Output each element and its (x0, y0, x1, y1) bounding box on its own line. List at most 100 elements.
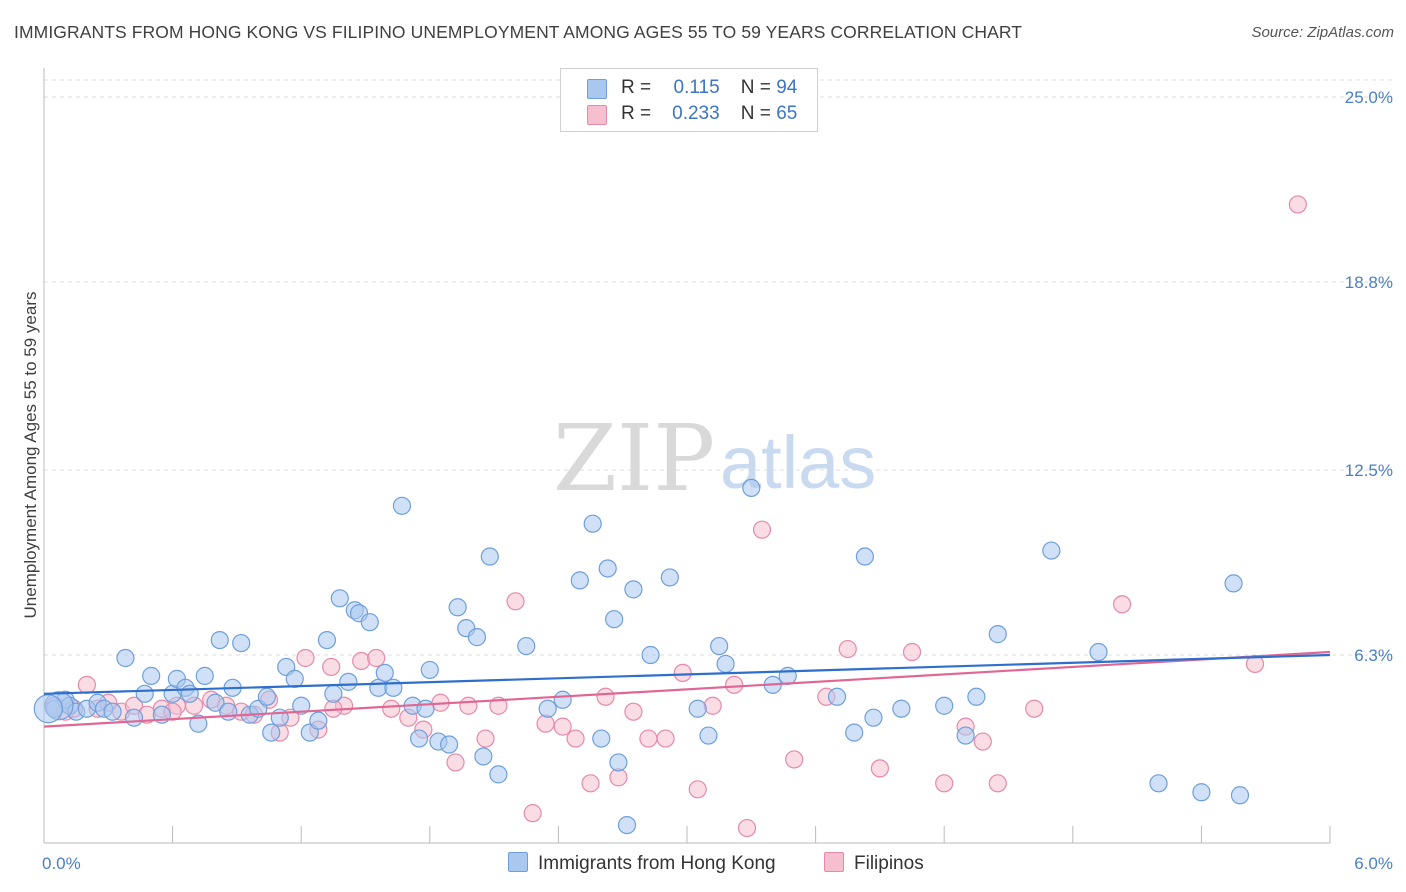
hong-kong-point (716, 654, 735, 674)
hong-kong-point (317, 630, 337, 650)
filipinos-point (973, 732, 992, 751)
hong-kong-point (232, 633, 251, 653)
filipinos-point (382, 699, 401, 718)
hong-kong-point (467, 628, 487, 647)
filipinos-point (656, 729, 675, 748)
legend-row-text: R = 0.115 N = 94 (621, 77, 797, 99)
hong-kong-point (416, 699, 435, 718)
filipinos-point (446, 753, 465, 772)
hong-kong-point (592, 729, 611, 748)
filipinos-point (77, 675, 96, 694)
legend-r-value: 0.115 (673, 77, 720, 98)
hong-kong-point (339, 672, 358, 691)
hong-kong-point (474, 747, 493, 766)
hong-kong-point (360, 613, 379, 632)
filipinos-point (367, 648, 386, 668)
hong-kong-point (375, 663, 394, 683)
hong-kong-point (609, 753, 628, 772)
bottom-legend-label: Filipinos (854, 853, 924, 874)
hong-kong-point (189, 714, 208, 733)
filipinos-point (988, 774, 1007, 793)
hong-kong-point (195, 666, 214, 685)
pink-swatch-icon (824, 852, 844, 872)
filipinos-point (296, 648, 315, 668)
filipinos-point (566, 729, 585, 748)
hong-kong-point (439, 735, 459, 754)
filipinos-point (870, 759, 890, 778)
hong-kong-point (967, 687, 986, 706)
filipinos-point (703, 696, 722, 715)
pink-swatch-icon (587, 105, 607, 125)
hong-kong-point (688, 699, 707, 718)
y-tick-label: 12.5% (1345, 461, 1393, 480)
filipinos-point (737, 818, 757, 838)
hong-kong-point (124, 708, 144, 727)
legend-n-value: 94 (776, 77, 798, 98)
hong-kong-point (864, 708, 883, 727)
filipinos-point (506, 592, 525, 611)
hong-kong-point (409, 729, 429, 748)
correlation-legend: R = 0.115 N = 94 R = 0.233 N = 65 (560, 68, 818, 132)
filipinos-point (1112, 595, 1132, 614)
hong-kong-point (142, 666, 161, 685)
hong-kong-point (392, 496, 412, 515)
hong-kong-point (699, 726, 718, 745)
hong-kong-point (135, 684, 154, 703)
hong-kong-point (553, 690, 572, 709)
hong-kong-point (517, 636, 536, 656)
bottom-legend-hong-kong: Immigrants from Hong Kong (508, 852, 776, 876)
bottom-legend-filipinos: Filipinos (824, 852, 924, 876)
filipinos-point (624, 702, 643, 721)
y-tick-label: 6.3% (1354, 646, 1393, 665)
legend-r-label: R = (621, 77, 652, 98)
filipinos-point (1288, 195, 1307, 214)
hong-kong-point (710, 636, 729, 656)
hong-kong-point (180, 684, 199, 703)
y-tick-label: 18.8% (1345, 273, 1393, 292)
y-axis-label: Unemployment Among Ages 55 to 59 years (21, 292, 40, 619)
x-tick-label: 6.0% (1354, 854, 1393, 873)
source-label: Source: ZipAtlas.com (1251, 24, 1394, 41)
y-tick-label: 25.0% (1345, 88, 1393, 107)
hong-kong-point (742, 478, 761, 498)
hong-kong-point (1042, 541, 1061, 560)
chart-title: IMMIGRANTS FROM HONG KONG VS FILIPINO UN… (14, 22, 1023, 42)
filipinos-trend-line (43, 650, 1331, 728)
filipinos-point (352, 651, 371, 671)
hong-kong-point (1224, 574, 1243, 593)
bottom-legend-label: Immigrants from Hong Kong (538, 853, 776, 874)
hong-kong-point (624, 580, 643, 599)
legend-n-label: N = (740, 77, 771, 98)
filipinos-point (688, 780, 707, 799)
filipinos-point (673, 663, 692, 683)
hong-kong-point (103, 702, 122, 721)
filipinos-point (322, 657, 341, 677)
filipinos-point (1025, 699, 1044, 718)
hong-kong-trend-line (43, 653, 1331, 695)
hong-kong-point (324, 684, 343, 703)
hong-kong-point (598, 559, 617, 578)
hong-kong-point (257, 687, 277, 706)
hong-kong-point (778, 666, 797, 685)
filipinos-point (459, 696, 478, 715)
grid-lines (44, 79, 1395, 656)
legend-r-value: 0.233 (672, 103, 720, 124)
hong-kong-point (1149, 774, 1168, 793)
hong-kong-point (570, 571, 589, 590)
legend-r-label: R = (621, 103, 652, 124)
filipinos-point (523, 804, 542, 823)
hong-kong-point (1230, 786, 1250, 805)
filipinos-point (725, 675, 744, 694)
filipinos-point (476, 729, 495, 748)
hong-kong-point (210, 630, 229, 650)
legend-n-value: 65 (776, 103, 798, 124)
hong-kong-point (1192, 783, 1211, 802)
hong-kong-point (827, 687, 847, 706)
hong-kong-point (480, 547, 499, 566)
hong-kong-point (448, 598, 467, 617)
filipinos-point (838, 639, 857, 659)
series-hong-kong-points (33, 478, 1250, 835)
hong-kong-point (262, 723, 281, 742)
series-filipinos-points (45, 195, 1307, 838)
